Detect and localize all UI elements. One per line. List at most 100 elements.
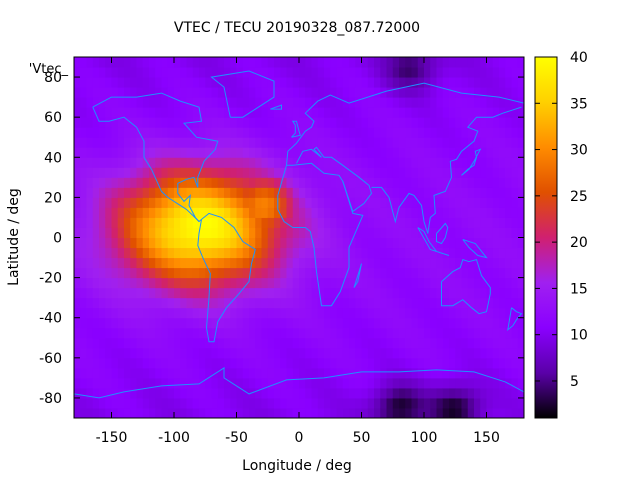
heatmap-cell <box>149 97 156 108</box>
heatmap-cell <box>480 377 487 389</box>
heatmap-cell <box>517 367 525 379</box>
heatmap-cell <box>249 117 256 128</box>
heatmap-cell <box>330 307 337 319</box>
heatmap-cell <box>492 167 500 178</box>
heatmap-cell <box>124 147 131 158</box>
heatmap-cell <box>124 127 131 138</box>
heatmap-cell <box>367 287 375 299</box>
heatmap-cell <box>417 187 425 198</box>
heatmap-cell <box>117 217 125 228</box>
heatmap-cell <box>92 217 100 228</box>
heatmap-cell <box>411 337 419 349</box>
heatmap-cell <box>517 407 525 419</box>
heatmap-cell <box>92 127 100 138</box>
heatmap-cell <box>217 327 225 339</box>
heatmap-cell <box>442 57 450 68</box>
heatmap-cell <box>336 217 344 228</box>
heatmap-cell <box>474 377 481 389</box>
heatmap-cell <box>399 407 406 419</box>
heatmap-cell <box>224 327 231 339</box>
heatmap-cell <box>499 397 506 409</box>
heatmap-cell <box>430 197 437 208</box>
heatmap-cell <box>455 137 462 148</box>
heatmap-cell <box>280 227 287 238</box>
heatmap-cell <box>242 207 250 218</box>
heatmap-cell <box>299 377 306 389</box>
heatmap-cell <box>186 217 194 228</box>
heatmap-cell <box>349 227 356 238</box>
heatmap-cell <box>367 147 375 158</box>
heatmap-cell <box>492 267 500 279</box>
heatmap-cell <box>449 197 456 208</box>
heatmap-cell <box>430 407 437 419</box>
heatmap-cell <box>286 117 294 128</box>
heatmap-cell <box>155 217 162 228</box>
heatmap-cell <box>417 387 425 399</box>
heatmap-cell <box>117 207 125 218</box>
heatmap-cell <box>399 347 406 359</box>
heatmap-cell <box>155 347 162 359</box>
heatmap-cell <box>99 327 106 339</box>
heatmap-cell <box>167 187 175 198</box>
heatmap-cell <box>517 377 525 389</box>
heatmap-cell <box>486 217 494 228</box>
heatmap-cell <box>167 407 175 419</box>
heatmap-cell <box>499 407 506 419</box>
heatmap-cell <box>349 377 356 389</box>
heatmap-cell <box>274 347 281 359</box>
heatmap-cell <box>455 97 462 108</box>
heatmap-cell <box>480 247 487 259</box>
heatmap-cell <box>74 397 81 409</box>
heatmap-cell <box>180 227 187 238</box>
heatmap-cell <box>130 117 137 128</box>
heatmap-cell <box>124 187 131 198</box>
heatmap-cell <box>317 127 325 138</box>
heatmap-cell <box>486 407 494 419</box>
heatmap-cell <box>374 177 381 188</box>
heatmap-cell <box>205 247 212 259</box>
heatmap-cell <box>505 127 512 138</box>
heatmap-cell <box>399 57 406 68</box>
heatmap-cell <box>380 107 387 118</box>
heatmap-cell <box>361 127 369 138</box>
heatmap-cell <box>474 357 481 369</box>
heatmap-cell <box>511 197 519 208</box>
heatmap-cell <box>199 77 206 88</box>
heatmap-cell <box>142 317 150 329</box>
heatmap-cell <box>267 217 275 228</box>
heatmap-cell <box>224 67 231 78</box>
heatmap-cell <box>186 237 194 249</box>
heatmap-cell <box>480 137 487 148</box>
heatmap-cell <box>99 217 106 228</box>
heatmap-cell <box>511 407 519 419</box>
heatmap-cell <box>86 57 94 68</box>
heatmap-cell <box>230 327 237 339</box>
heatmap-cell <box>180 347 187 359</box>
heatmap-cell <box>417 407 425 419</box>
heatmap-cell <box>230 367 237 379</box>
heatmap-cell <box>224 167 231 178</box>
heatmap-cell <box>330 377 337 389</box>
heatmap-cell <box>149 397 156 409</box>
heatmap-cell <box>217 277 225 289</box>
heatmap-cell <box>461 277 469 289</box>
heatmap-cell <box>330 127 337 138</box>
heatmap-cell <box>424 307 431 319</box>
heatmap-cell <box>205 277 212 289</box>
heatmap-cell <box>392 327 400 339</box>
heatmap-cell <box>230 57 237 68</box>
heatmap-cell <box>155 387 162 399</box>
heatmap-cell <box>99 397 106 409</box>
heatmap-cell <box>292 317 300 329</box>
heatmap-cell <box>305 327 312 339</box>
heatmap-cell <box>80 337 87 349</box>
heatmap-cell <box>211 87 219 98</box>
heatmap-cell <box>186 307 194 319</box>
heatmap-cell <box>205 67 212 78</box>
heatmap-cell <box>149 257 156 269</box>
heatmap-cell <box>180 117 187 128</box>
heatmap-cell <box>92 277 100 289</box>
heatmap-cell <box>455 77 462 88</box>
heatmap-cell <box>405 357 412 369</box>
heatmap-cell <box>261 387 269 399</box>
